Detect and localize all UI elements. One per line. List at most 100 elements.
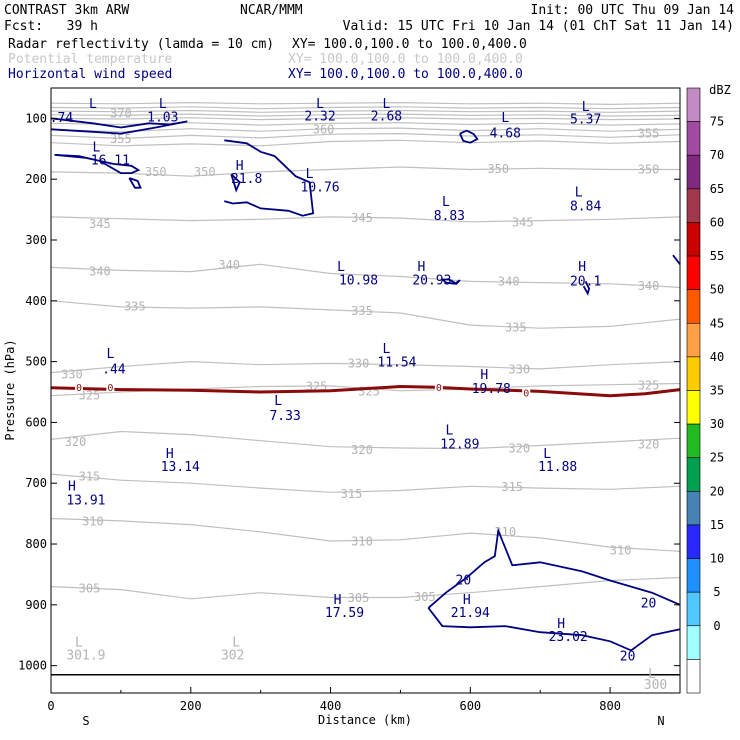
colorbar-swatch xyxy=(686,524,701,559)
wind-label: 12.89 xyxy=(440,438,479,453)
low-marker: L xyxy=(543,447,551,462)
theta-contour-2 xyxy=(50,109,681,113)
low-marker: L xyxy=(383,97,391,112)
theta-label: 350 xyxy=(145,165,167,179)
theta-label: 320 xyxy=(508,442,530,456)
high-marker: H xyxy=(334,593,342,608)
zero-label-bg xyxy=(522,387,531,398)
low-marker: L xyxy=(93,140,101,155)
field-label-wind: Horizontal wind speed xyxy=(8,67,172,82)
high-marker: H xyxy=(463,593,471,608)
theta-contour-11 xyxy=(50,263,681,288)
high-marker: H xyxy=(68,480,76,495)
colorbar-level-label: 70 xyxy=(710,148,724,162)
colorbar-unit: dBZ xyxy=(709,83,731,97)
wind-label: 16.11 xyxy=(91,154,130,169)
low-marker: L xyxy=(648,667,656,682)
wind-label: .44 xyxy=(102,362,126,377)
wind-contour-8 xyxy=(672,254,681,265)
x-axis-label: Distance (km) xyxy=(318,713,412,727)
wind-contour-9 xyxy=(427,527,681,609)
colorbar-level-label: 0 xyxy=(713,619,720,633)
wind-label: 8.84 xyxy=(570,199,601,214)
wind-label: 7.33 xyxy=(269,409,300,424)
colorbar-level-label: 35 xyxy=(710,384,724,398)
x-end-label-right: N xyxy=(657,714,664,728)
theta-label: 370 xyxy=(110,107,132,121)
wind-label: 21.94 xyxy=(451,606,490,621)
wind-contour-5 xyxy=(459,129,479,144)
surface-theta-label: 302 xyxy=(221,649,244,664)
colorbar-swatch xyxy=(686,222,701,257)
y-tick-label: 200 xyxy=(25,172,47,186)
wind-label: 20.1 xyxy=(570,275,601,290)
wind-contour-4 xyxy=(230,173,241,193)
colorbar-level-label: 65 xyxy=(710,182,724,196)
wind-label: 23.02 xyxy=(549,630,588,645)
wind-contour-6 xyxy=(441,278,461,285)
colorbar-swatch xyxy=(686,558,701,593)
low-marker: L xyxy=(337,260,345,275)
colorbar-level-label: 75 xyxy=(710,115,724,129)
wind-label: .74 xyxy=(50,111,74,126)
y-tick-label: 700 xyxy=(25,476,47,490)
wind-label: 20 xyxy=(456,573,472,588)
low-marker: L xyxy=(575,185,583,200)
init-time: Init: 00 UTC Thu 09 Jan 14 xyxy=(531,3,735,18)
theta-label: 360 xyxy=(313,122,335,136)
theta-contour-17 xyxy=(50,517,681,552)
colorbar-swatch xyxy=(686,255,701,290)
zero-label: 0 xyxy=(76,383,82,394)
wind-label: 2.68 xyxy=(371,109,402,124)
wind-label: 20.93 xyxy=(412,274,451,289)
theta-contour-12 xyxy=(50,300,681,329)
theta-contour-18 xyxy=(50,576,681,600)
zero-label-bg xyxy=(74,382,83,393)
wind-label: 2.32 xyxy=(304,109,335,124)
theta-label: 335 xyxy=(505,321,527,335)
wind-label: 11.88 xyxy=(538,460,577,475)
zero-label-bg xyxy=(106,382,115,393)
wind-label: 13.14 xyxy=(161,460,200,475)
wind-label: 17.59 xyxy=(325,606,364,621)
colorbar-level-label: 45 xyxy=(710,316,724,330)
theta-label: 310 xyxy=(610,544,632,558)
x-axis: 0 200 400 600 800 xyxy=(47,687,621,713)
theta-label: 345 xyxy=(512,215,534,229)
colorbar-level-label: 15 xyxy=(710,518,724,532)
x-tick-label: 600 xyxy=(459,699,481,713)
theta-contour-1 xyxy=(50,106,681,110)
theta-contour-9 xyxy=(50,166,680,177)
wind-label: 20 xyxy=(641,596,657,611)
colorbar-level-label: 30 xyxy=(710,417,724,431)
y-tick-label: 100 xyxy=(25,111,47,125)
wind-label: 13.91 xyxy=(66,494,105,509)
wind-contour-7 xyxy=(582,281,591,296)
theta-contour-4 xyxy=(50,117,681,121)
zero-contour xyxy=(50,384,681,398)
colorbar-swatch xyxy=(686,457,701,492)
wind-contour-10 xyxy=(427,607,681,652)
theta-contour-6 xyxy=(50,127,681,133)
wind-label: 19.78 xyxy=(472,382,511,397)
theta-label: 305 xyxy=(414,590,436,604)
field-xy-reflectivity: XY= 100.0,100.0 to 100.0,400.0 xyxy=(292,37,527,52)
low-marker: L xyxy=(159,97,167,112)
high-marker: H xyxy=(166,447,174,462)
y-tick-label: 500 xyxy=(25,355,47,369)
colorbar-swatch xyxy=(686,356,701,391)
colorbar-level-label: 25 xyxy=(710,451,724,465)
colorbar-level-label: 55 xyxy=(710,249,724,263)
colorbar-swatch xyxy=(686,121,701,156)
colorbar-swatch xyxy=(686,423,701,459)
theta-label: 330 xyxy=(348,356,370,370)
colorbar-level-label: 50 xyxy=(710,283,724,297)
x-tick-label: 200 xyxy=(180,699,202,713)
org-label: NCAR/MMM xyxy=(240,3,303,18)
y-tick-label: 900 xyxy=(25,598,47,612)
y-tick-label: 300 xyxy=(25,233,47,247)
high-marker: H xyxy=(557,617,565,632)
high-marker: H xyxy=(480,368,488,383)
x-tick-label: 0 xyxy=(47,699,54,713)
